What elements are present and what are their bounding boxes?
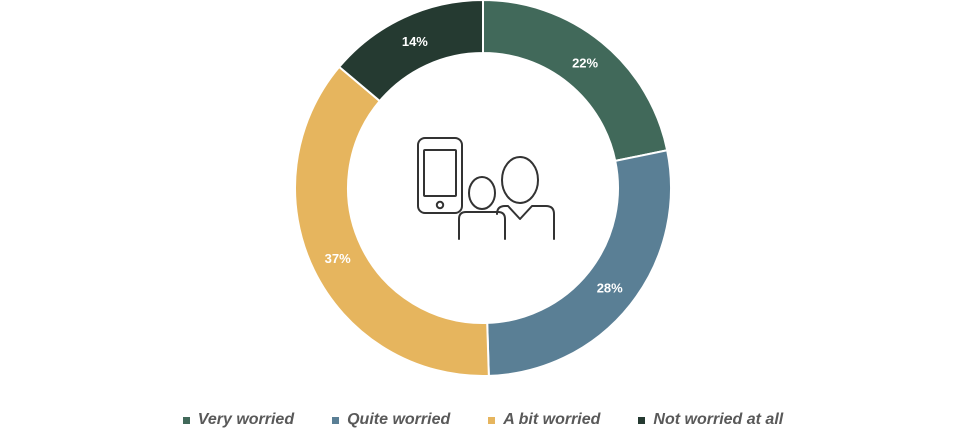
slice-not-worried-at-all xyxy=(337,0,484,103)
legend-swatch xyxy=(332,416,340,424)
legend-label: Quite worried xyxy=(347,411,451,428)
legend-item-quite-worried: Quite worried xyxy=(332,411,450,429)
value-label-not-worried-at-all: 14% xyxy=(402,34,428,49)
legend-label: Very worried xyxy=(197,411,295,428)
legend-swatch xyxy=(488,416,496,424)
donut-value-labels: 22% 28% 37% 14% xyxy=(325,34,624,296)
legend-label: A bit worried xyxy=(503,411,601,428)
legend-label: Not worried at all xyxy=(653,411,784,428)
value-label-very-worried: 22% xyxy=(572,55,598,70)
legend-item-a-bit-worried: A bit worried xyxy=(488,411,600,429)
slice-a-bit-worried xyxy=(294,65,490,377)
legend-item-not-worried-at-all: Not worried at all xyxy=(638,411,783,429)
slice-very-worried xyxy=(482,0,669,163)
slice-quite-worried xyxy=(486,149,672,377)
donut-slices xyxy=(294,0,672,377)
legend-swatch xyxy=(182,416,190,424)
legend-swatch xyxy=(638,416,646,424)
legend-item-very-worried: Very worried xyxy=(182,411,295,429)
legend: Very worried Quite worried A bit worried No… xyxy=(0,408,966,432)
phone-parent-child-icon xyxy=(417,137,555,240)
value-label-a-bit-worried: 37% xyxy=(325,251,351,266)
value-label-quite-worried: 28% xyxy=(597,281,623,296)
